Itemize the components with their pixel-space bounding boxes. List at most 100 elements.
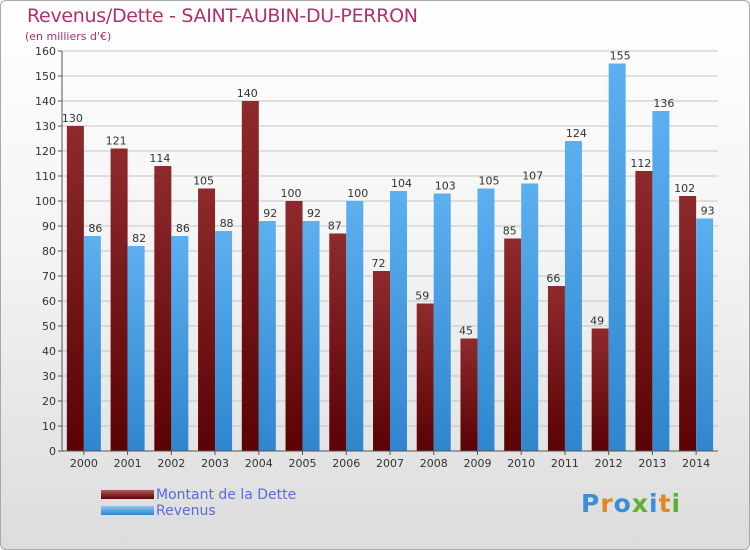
bar-revenus — [652, 111, 670, 451]
data-label-dette: 72 — [372, 257, 386, 270]
axis-layer — [58, 50, 718, 455]
data-label-dette: 102 — [674, 182, 695, 195]
data-label-revenus: 100 — [347, 187, 368, 200]
bar-dette — [198, 188, 216, 451]
x-tick-label: 2001 — [114, 457, 142, 470]
data-label-revenus: 105 — [478, 175, 499, 188]
legend-swatch-dette — [101, 490, 154, 499]
data-label-dette: 121 — [106, 135, 127, 148]
x-tick-label: 2012 — [595, 457, 623, 470]
data-label-revenus: 124 — [566, 127, 587, 140]
data-label-revenus: 136 — [653, 97, 674, 110]
data-label-revenus: 86 — [88, 222, 102, 235]
chart-title: Revenus/Dette - SAINT-AUBIN-DU-PERRON — [27, 5, 418, 27]
y-tick-label: 90 — [42, 220, 56, 233]
bar-revenus — [696, 218, 714, 451]
bar-dette — [66, 126, 84, 451]
data-label-dette: 140 — [237, 87, 258, 100]
bar-dette — [154, 166, 172, 451]
data-label-revenus: 88 — [220, 217, 234, 230]
proxiti-logo: Proxiti — [581, 489, 681, 518]
bar-revenus — [302, 221, 320, 451]
y-tick-label: 40 — [42, 345, 56, 358]
bar-dette — [547, 286, 565, 451]
y-tick-label: 160 — [35, 45, 56, 58]
logo-letter: P — [581, 489, 601, 518]
data-label-revenus: 82 — [132, 232, 146, 245]
y-tick-label: 20 — [42, 395, 56, 408]
data-label-dette: 87 — [328, 220, 342, 233]
x-tick-label: 2014 — [682, 457, 710, 470]
legend-label-revenus: Revenus — [156, 503, 216, 519]
y-tick-label: 50 — [42, 320, 56, 333]
y-tick-label: 110 — [35, 170, 56, 183]
data-label-revenus: 92 — [307, 207, 321, 220]
data-label-revenus: 155 — [610, 50, 631, 63]
logo-letter: i — [649, 489, 659, 518]
x-tick-label: 2005 — [289, 457, 317, 470]
bar-revenus — [433, 193, 451, 451]
y-tick-label: 150 — [35, 70, 56, 83]
x-tick-label: 2013 — [638, 457, 666, 470]
bar-revenus — [390, 191, 407, 451]
bar-dette — [591, 328, 609, 451]
data-label-dette: 49 — [590, 315, 604, 328]
bar-dette — [241, 101, 259, 451]
data-label-revenus: 92 — [263, 207, 277, 220]
logo-letter: x — [631, 489, 649, 518]
y-tick-label: 70 — [42, 270, 56, 283]
bar-revenus — [521, 183, 539, 451]
legend-swatch-revenus — [101, 506, 154, 515]
y-tick-label: 10 — [42, 420, 56, 433]
y-tick-label: 140 — [35, 95, 56, 108]
bar-revenus — [171, 236, 189, 451]
data-label-dette: 66 — [546, 272, 560, 285]
data-label-dette: 130 — [62, 112, 83, 125]
data-label-dette: 45 — [459, 325, 473, 338]
logo-letter: t — [658, 489, 672, 518]
data-label-revenus: 107 — [522, 170, 543, 183]
y-tick-label: 120 — [35, 145, 56, 158]
bar-dette — [285, 201, 303, 451]
logo-letter: r — [600, 489, 614, 518]
data-label-dette: 105 — [193, 175, 214, 188]
x-tick-label: 2006 — [332, 457, 360, 470]
bar-dette — [460, 338, 478, 451]
x-tick-label: 2004 — [245, 457, 273, 470]
bar-layer — [66, 63, 714, 451]
bar-revenus — [346, 201, 364, 451]
x-tick-label: 2007 — [376, 457, 404, 470]
data-label-dette: 112 — [630, 157, 651, 170]
bar-dette — [329, 233, 347, 451]
bar-revenus — [127, 246, 145, 451]
y-tick-label: 30 — [42, 370, 56, 383]
bar-revenus — [477, 188, 495, 451]
data-label-dette: 100 — [281, 187, 302, 200]
x-tick-label: 2011 — [551, 457, 579, 470]
bar-revenus — [215, 231, 233, 451]
y-tick-label: 80 — [42, 245, 56, 258]
legend-label-dette: Montant de la Dette — [156, 487, 297, 503]
bar-revenus — [258, 221, 276, 451]
data-label-revenus: 86 — [176, 222, 190, 235]
y-tick-label: 100 — [35, 195, 56, 208]
data-label-dette: 114 — [149, 152, 170, 165]
data-label-revenus: 93 — [701, 205, 715, 218]
logo-letter: i — [671, 489, 682, 518]
x-tick-label: 2000 — [70, 457, 98, 470]
bar-dette — [504, 238, 522, 451]
x-tick-label: 2010 — [507, 457, 535, 470]
y-tick-label: 0 — [49, 445, 56, 458]
x-tick-label: 2002 — [157, 457, 185, 470]
bar-dette — [110, 148, 128, 451]
x-tick-label: 2009 — [463, 457, 491, 470]
x-tick-label: 2003 — [201, 457, 229, 470]
y-tick-label: 130 — [35, 120, 56, 133]
bar-dette — [635, 171, 653, 451]
bar-dette — [679, 196, 697, 451]
bar-revenus — [608, 63, 626, 451]
bar-revenus — [564, 141, 582, 451]
logo-letter: o — [613, 489, 632, 518]
